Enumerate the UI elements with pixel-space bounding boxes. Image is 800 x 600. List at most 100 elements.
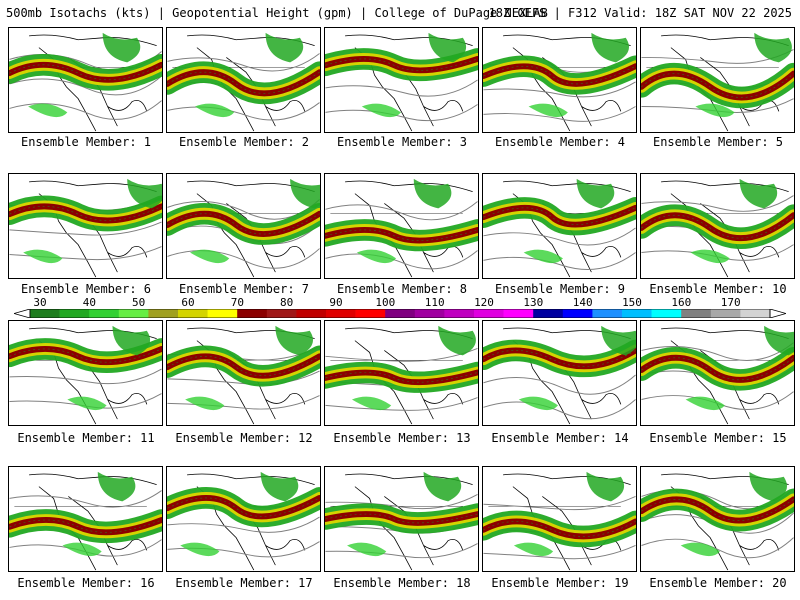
jet-stream-map-graphic: [325, 32, 478, 132]
colorbar-tick-label: 70: [230, 296, 244, 309]
run-valid-time: 18Z GEFS | F312 Valid: 18Z SAT NOV 22 20…: [488, 6, 792, 20]
chart-title: 500mb Isotachs (kts) | Geopotential Heig…: [6, 6, 548, 20]
ensemble-member-caption: Ensemble Member: 20: [649, 576, 787, 590]
ensemble-member-map: [166, 320, 321, 426]
jet-stream-map-graphic: [9, 178, 162, 278]
colorbar-segment: [740, 309, 771, 318]
colorbar-segment: [474, 309, 504, 318]
ensemble-member-map: [482, 466, 637, 572]
colorbar-segment: [710, 309, 741, 318]
jet-stream-map-graphic: [325, 325, 478, 425]
ensemble-member-map: [640, 173, 795, 279]
ensemble-member-caption: Ensemble Member: 5: [652, 135, 784, 149]
colorbar-segment: [651, 309, 682, 318]
ensemble-member-caption: Ensemble Member: 13: [333, 431, 471, 445]
jet-stream-map-graphic: [483, 325, 636, 425]
ensemble-member-caption: Ensemble Member: 10: [649, 282, 787, 296]
ensemble-member-caption: Ensemble Member: 19: [491, 576, 629, 590]
colorbar-tick-label: 30: [33, 296, 47, 309]
ensemble-member-caption: Ensemble Member: 4: [494, 135, 626, 149]
ensemble-member-caption: Ensemble Member: 6: [20, 282, 152, 296]
colorbar-tick-label: 100: [375, 296, 396, 309]
jet-stream-map-graphic: [167, 178, 320, 278]
jet-stream-map-graphic: [325, 178, 478, 278]
ensemble-member-caption: Ensemble Member: 16: [17, 576, 155, 590]
ensemble-member-map: [166, 173, 321, 279]
ensemble-member-map: [8, 27, 163, 133]
colorbar-segment: [59, 309, 90, 318]
ensemble-member-map: [324, 27, 479, 133]
ensemble-member-caption: Ensemble Member: 8: [336, 282, 468, 296]
ensemble-member-map: [324, 466, 479, 572]
jet-stream-map-graphic: [167, 32, 320, 132]
jet-stream-map-graphic: [483, 32, 636, 132]
ensemble-member-caption: Ensemble Member: 1: [20, 135, 152, 149]
colorbar-segment: [533, 309, 564, 318]
jet-stream-map-graphic: [641, 178, 794, 278]
ensemble-member-caption: Ensemble Member: 15: [649, 431, 787, 445]
ensemble-member-map: [8, 320, 163, 426]
ensemble-member-caption: Ensemble Member: 2: [178, 135, 310, 149]
ensemble-member-map: [640, 27, 795, 133]
jet-stream-map-graphic: [641, 471, 794, 571]
colorbar-segment: [562, 309, 593, 318]
colorbar-segment: [266, 309, 297, 318]
colorbar-segment: [148, 309, 179, 318]
ensemble-member-map: [8, 173, 163, 279]
ensemble-member-map: [640, 466, 795, 572]
colorbar-segment: [118, 309, 149, 318]
colorbar-tick-label: 50: [132, 296, 146, 309]
colorbar-tick-label: 110: [424, 296, 445, 309]
colorbar-segment: [622, 309, 652, 318]
colorbar-segment: [355, 309, 386, 318]
ensemble-member-map: [482, 320, 637, 426]
isotach-colorbar: [14, 309, 786, 318]
colorbar-tick-label: 170: [720, 296, 741, 309]
jet-stream-map-graphic: [9, 325, 162, 425]
ensemble-member-caption: Ensemble Member: 7: [178, 282, 310, 296]
ensemble-member-map: [482, 173, 637, 279]
colorbar-tick-label: 160: [671, 296, 692, 309]
colorbar-segment: [326, 309, 356, 318]
colorbar-tick-label: 60: [181, 296, 195, 309]
colorbar-tick-label: 150: [622, 296, 642, 309]
jet-stream-map-graphic: [325, 471, 478, 571]
ensemble-member-map: [324, 320, 479, 426]
colorbar-segment: [444, 309, 475, 318]
ensemble-member-caption: Ensemble Member: 12: [175, 431, 313, 445]
colorbar-segment: [30, 309, 60, 318]
ensemble-member-caption: Ensemble Member: 14: [491, 431, 629, 445]
ensemble-member-caption: Ensemble Member: 17: [175, 576, 313, 590]
ensemble-member-caption: Ensemble Member: 3: [336, 135, 468, 149]
colorbar-tick-label: 90: [329, 296, 343, 309]
colorbar-tick-label: 140: [572, 296, 593, 309]
ensemble-member-map: [8, 466, 163, 572]
ensemble-member-caption: Ensemble Member: 9: [494, 282, 626, 296]
colorbar-tick-label: 40: [82, 296, 96, 309]
ensemble-member-caption: Ensemble Member: 18: [333, 576, 471, 590]
colorbar-segment: [296, 309, 327, 318]
colorbar-segment: [681, 309, 712, 318]
ensemble-member-map: [166, 27, 321, 133]
colorbar-segment: [503, 309, 534, 318]
jet-stream-map-graphic: [9, 471, 162, 571]
colorbar-segment: [414, 309, 445, 318]
jet-stream-map-graphic: [9, 32, 162, 132]
ensemble-member-map: [640, 320, 795, 426]
colorbar-segment: [385, 309, 416, 318]
ensemble-member-caption: Ensemble Member: 11: [17, 431, 155, 445]
jet-stream-map-graphic: [483, 471, 636, 571]
colorbar-tick-label: 120: [474, 296, 494, 309]
colorbar-segment: [237, 309, 268, 318]
jet-stream-map-graphic: [641, 325, 794, 425]
jet-stream-map-graphic: [167, 325, 320, 425]
ensemble-member-map: [324, 173, 479, 279]
jet-stream-map-graphic: [483, 178, 636, 278]
ensemble-member-map: [166, 466, 321, 572]
colorbar-segment: [592, 309, 623, 318]
colorbar-tick-label: 80: [280, 296, 294, 309]
colorbar-segment: [207, 309, 238, 318]
ensemble-member-map: [482, 27, 637, 133]
colorbar-tick-label: 130: [523, 296, 544, 309]
jet-stream-map-graphic: [641, 32, 794, 132]
